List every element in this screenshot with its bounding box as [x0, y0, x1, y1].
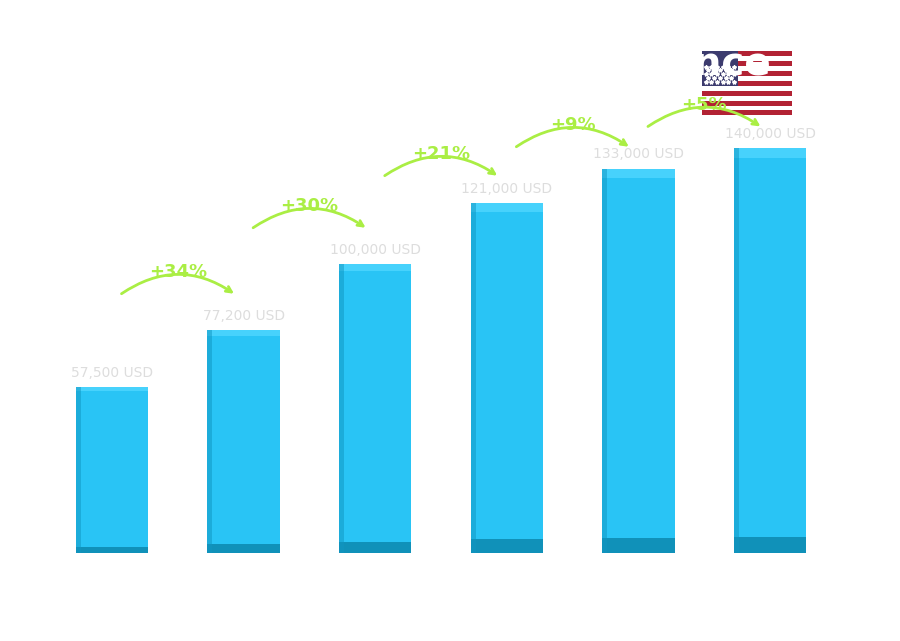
Bar — [76, 387, 148, 391]
Text: 15 to 20: 15 to 20 — [597, 576, 680, 595]
Bar — [702, 71, 792, 76]
Bar — [702, 81, 792, 86]
Bar — [207, 330, 280, 553]
Text: 77,200 USD: 77,200 USD — [202, 309, 284, 323]
Bar — [76, 547, 148, 553]
Text: 57,500 USD: 57,500 USD — [71, 366, 153, 379]
Bar — [734, 537, 806, 553]
Bar — [602, 538, 675, 553]
Bar — [702, 96, 792, 101]
Bar — [471, 203, 476, 553]
Text: 20+ Years: 20+ Years — [719, 576, 821, 595]
Text: 121,000 USD: 121,000 USD — [461, 182, 553, 196]
Text: 140,000 USD: 140,000 USD — [724, 127, 815, 141]
Bar — [207, 544, 280, 553]
Bar — [602, 169, 675, 553]
Bar — [702, 51, 792, 56]
Bar — [702, 76, 792, 81]
Bar — [471, 539, 543, 553]
Bar — [339, 542, 411, 553]
Text: Average Yearly Salary: Average Yearly Salary — [862, 285, 875, 420]
Bar — [602, 169, 675, 178]
Bar — [734, 148, 739, 553]
Text: 133,000 USD: 133,000 USD — [593, 147, 684, 162]
Bar — [602, 169, 608, 553]
Bar — [702, 110, 792, 115]
Bar — [702, 56, 792, 61]
Text: 5 to 10: 5 to 10 — [340, 576, 410, 595]
Bar — [702, 106, 792, 110]
Text: Salary Comparison By Experience: Salary Comparison By Experience — [36, 45, 770, 83]
Text: +9%: +9% — [550, 116, 596, 134]
Bar — [207, 330, 280, 336]
Text: +5%: +5% — [681, 96, 727, 113]
Bar — [702, 91, 792, 96]
Bar — [471, 203, 543, 553]
Bar — [702, 61, 792, 66]
Bar — [339, 264, 411, 553]
Text: 2 to 5: 2 to 5 — [214, 576, 273, 595]
Bar — [702, 51, 738, 86]
Bar — [471, 203, 543, 212]
Bar — [702, 66, 792, 71]
Bar — [207, 330, 212, 553]
Bar — [734, 148, 806, 553]
Bar — [339, 264, 344, 553]
Text: < 2 Years: < 2 Years — [64, 576, 159, 595]
Text: salaryexplorer.com: salaryexplorer.com — [377, 613, 523, 628]
Text: 100,000 USD: 100,000 USD — [329, 243, 420, 257]
Text: +30%: +30% — [280, 197, 338, 215]
Bar — [702, 86, 792, 91]
Bar — [76, 387, 81, 553]
Bar — [734, 148, 806, 158]
Bar — [339, 264, 411, 271]
Bar — [702, 101, 792, 106]
Bar — [76, 387, 148, 553]
Text: +34%: +34% — [148, 263, 207, 281]
Text: Certified Clinical Research Coordinator: Certified Clinical Research Coordinator — [36, 103, 519, 126]
Text: +21%: +21% — [412, 145, 470, 163]
Text: 10 to 15: 10 to 15 — [465, 576, 548, 595]
